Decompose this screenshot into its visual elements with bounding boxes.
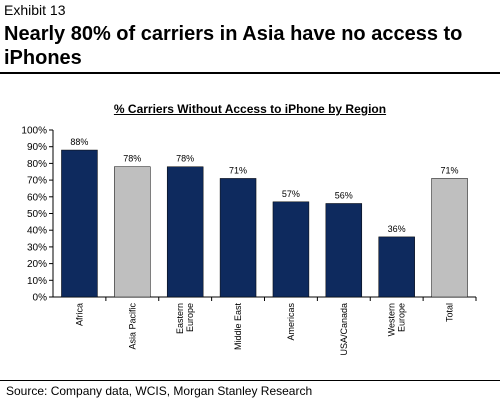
- y-tick-label: 20%: [27, 259, 47, 270]
- category-label: Asia Pacific: [127, 303, 137, 350]
- data-label: 36%: [388, 224, 406, 234]
- source-note: Source: Company data, WCIS, Morgan Stanl…: [6, 384, 313, 398]
- top-divider: [0, 72, 500, 74]
- category-label: Total: [445, 303, 455, 322]
- y-tick-label: 40%: [27, 226, 47, 237]
- category-label: Western: [387, 303, 397, 336]
- data-label: 78%: [176, 154, 194, 164]
- bar: [114, 166, 151, 298]
- bottom-divider: [0, 380, 500, 381]
- y-tick-label: 100%: [21, 126, 47, 137]
- data-label: 57%: [282, 189, 300, 199]
- data-label: 71%: [229, 165, 247, 175]
- category-label: USA/Canada: [339, 303, 349, 356]
- bar: [61, 149, 98, 298]
- y-tick-label: 60%: [27, 192, 47, 203]
- bar: [219, 178, 257, 298]
- category-label: Europe: [185, 303, 195, 332]
- category-label: Americas: [286, 303, 296, 341]
- page-title: Nearly 80% of carriers in Asia have no a…: [4, 23, 463, 69]
- bar: [166, 166, 204, 298]
- y-tick-label: 50%: [27, 209, 47, 220]
- bar: [272, 201, 310, 298]
- bar-chart: 0% 10% 20% 30% 40% 50% 60% 70% 80% 90% 100% 88% Afri…: [21, 126, 477, 356]
- category-label: Middle East: [233, 303, 243, 351]
- y-tick-label: 30%: [27, 242, 47, 253]
- data-label: 88%: [70, 137, 88, 147]
- y-tick-label: 10%: [27, 276, 47, 287]
- bar: [378, 236, 415, 298]
- category-label: Africa: [74, 303, 84, 326]
- bar: [325, 203, 363, 298]
- exhibit-label: Exhibit 13: [4, 2, 66, 18]
- y-tick-label: 70%: [27, 176, 47, 187]
- chart-title: % Carriers Without Access to iPhone by R…: [113, 102, 387, 116]
- data-label: 78%: [123, 154, 141, 164]
- data-label: 56%: [335, 190, 353, 200]
- category-label: Eastern: [175, 303, 185, 334]
- y-tick-label: 90%: [27, 142, 47, 153]
- bar: [431, 178, 468, 298]
- category-label: Europe: [397, 303, 407, 332]
- y-tick-label: 80%: [27, 159, 47, 170]
- y-tick-label: 0%: [33, 293, 48, 304]
- data-label: 71%: [441, 165, 459, 175]
